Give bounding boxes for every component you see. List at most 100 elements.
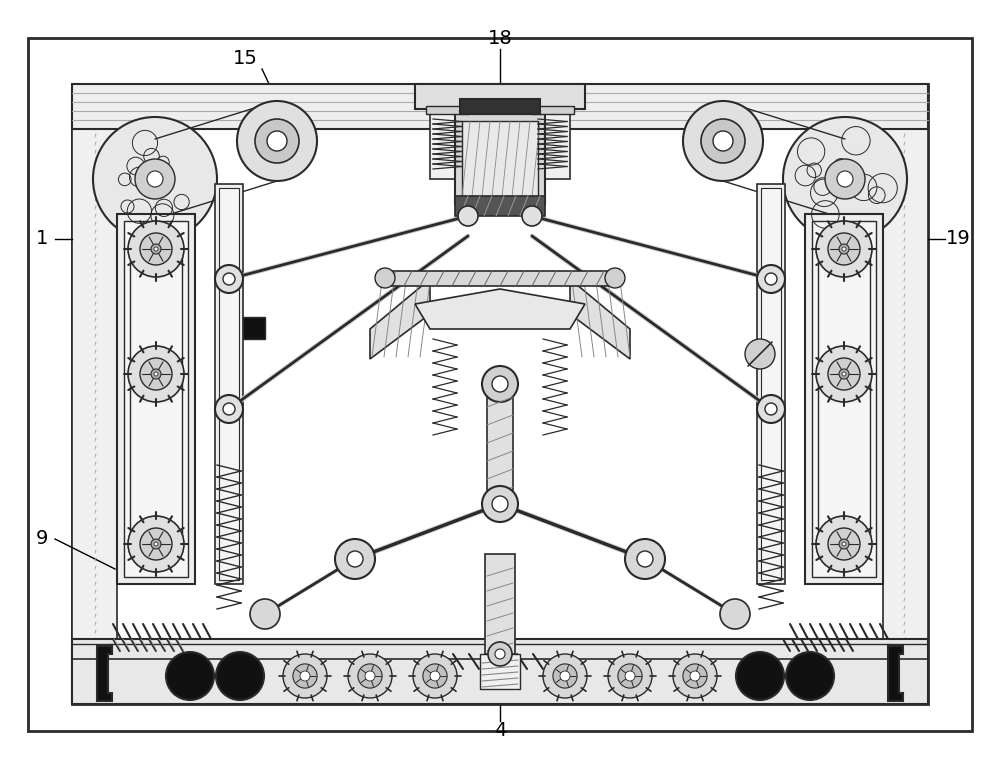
Bar xyxy=(72,84,928,704)
Polygon shape xyxy=(415,289,585,329)
Circle shape xyxy=(625,671,635,681)
Circle shape xyxy=(553,664,577,688)
Circle shape xyxy=(673,654,717,698)
Circle shape xyxy=(543,654,587,698)
Circle shape xyxy=(745,339,775,369)
Circle shape xyxy=(492,496,508,512)
Bar xyxy=(430,109,465,179)
Circle shape xyxy=(151,369,161,379)
Circle shape xyxy=(842,542,846,546)
Circle shape xyxy=(151,244,161,254)
Circle shape xyxy=(839,369,849,379)
Bar xyxy=(215,184,243,584)
Circle shape xyxy=(701,119,745,163)
Circle shape xyxy=(216,652,264,700)
Bar xyxy=(812,221,876,577)
Circle shape xyxy=(816,221,872,277)
Circle shape xyxy=(713,131,733,151)
Bar xyxy=(485,554,515,654)
Circle shape xyxy=(828,528,860,560)
Circle shape xyxy=(492,376,508,392)
Circle shape xyxy=(430,671,440,681)
Circle shape xyxy=(482,486,518,522)
Circle shape xyxy=(825,159,865,199)
Text: 15: 15 xyxy=(233,49,257,68)
Circle shape xyxy=(618,664,642,688)
Circle shape xyxy=(842,372,846,376)
Circle shape xyxy=(255,119,299,163)
Circle shape xyxy=(605,268,625,288)
Circle shape xyxy=(816,516,872,572)
Circle shape xyxy=(839,539,849,549)
Polygon shape xyxy=(370,279,430,359)
Circle shape xyxy=(842,247,846,251)
Bar xyxy=(805,214,883,584)
Bar xyxy=(72,649,928,704)
Bar xyxy=(462,121,538,197)
Bar xyxy=(426,106,469,114)
Circle shape xyxy=(625,539,665,579)
Bar xyxy=(117,214,195,584)
Circle shape xyxy=(335,539,375,579)
Bar xyxy=(124,221,188,577)
Circle shape xyxy=(293,664,317,688)
Polygon shape xyxy=(888,646,903,701)
Circle shape xyxy=(250,599,280,629)
Circle shape xyxy=(128,221,184,277)
Polygon shape xyxy=(570,279,630,359)
Circle shape xyxy=(358,664,382,688)
Circle shape xyxy=(637,551,653,567)
Circle shape xyxy=(154,372,158,376)
Bar xyxy=(72,639,928,704)
Circle shape xyxy=(683,664,707,688)
Circle shape xyxy=(608,654,652,698)
Circle shape xyxy=(215,265,243,293)
Circle shape xyxy=(347,551,363,567)
Circle shape xyxy=(283,654,327,698)
Circle shape xyxy=(828,233,860,265)
Circle shape xyxy=(154,247,158,251)
Circle shape xyxy=(140,528,172,560)
Circle shape xyxy=(786,652,834,700)
Bar xyxy=(535,109,570,179)
Circle shape xyxy=(215,395,243,423)
Circle shape xyxy=(495,649,505,659)
Circle shape xyxy=(816,346,872,402)
Bar xyxy=(487,379,513,499)
Circle shape xyxy=(783,117,907,241)
Circle shape xyxy=(267,131,287,151)
Circle shape xyxy=(828,358,860,390)
Text: 18: 18 xyxy=(488,29,512,48)
Circle shape xyxy=(736,652,784,700)
Circle shape xyxy=(140,233,172,265)
Bar xyxy=(455,114,545,204)
Circle shape xyxy=(147,171,163,187)
Bar xyxy=(72,84,928,129)
Bar xyxy=(531,106,574,114)
Circle shape xyxy=(300,671,310,681)
Text: 1: 1 xyxy=(36,229,48,248)
Bar xyxy=(243,317,265,339)
Bar xyxy=(480,654,520,689)
Circle shape xyxy=(458,206,478,226)
Circle shape xyxy=(765,403,777,415)
Circle shape xyxy=(365,671,375,681)
Bar xyxy=(757,184,785,584)
Circle shape xyxy=(839,244,849,254)
Text: 4: 4 xyxy=(494,721,506,741)
Circle shape xyxy=(223,403,235,415)
Bar xyxy=(385,271,615,286)
Circle shape xyxy=(765,273,777,285)
Text: 19: 19 xyxy=(946,229,970,248)
Circle shape xyxy=(560,671,570,681)
Circle shape xyxy=(757,265,785,293)
Circle shape xyxy=(413,654,457,698)
Circle shape xyxy=(166,652,214,700)
Circle shape xyxy=(837,171,853,187)
Circle shape xyxy=(237,101,317,181)
Bar xyxy=(761,188,781,580)
Bar xyxy=(460,99,540,114)
Circle shape xyxy=(423,664,447,688)
Bar xyxy=(455,196,545,216)
Circle shape xyxy=(128,516,184,572)
